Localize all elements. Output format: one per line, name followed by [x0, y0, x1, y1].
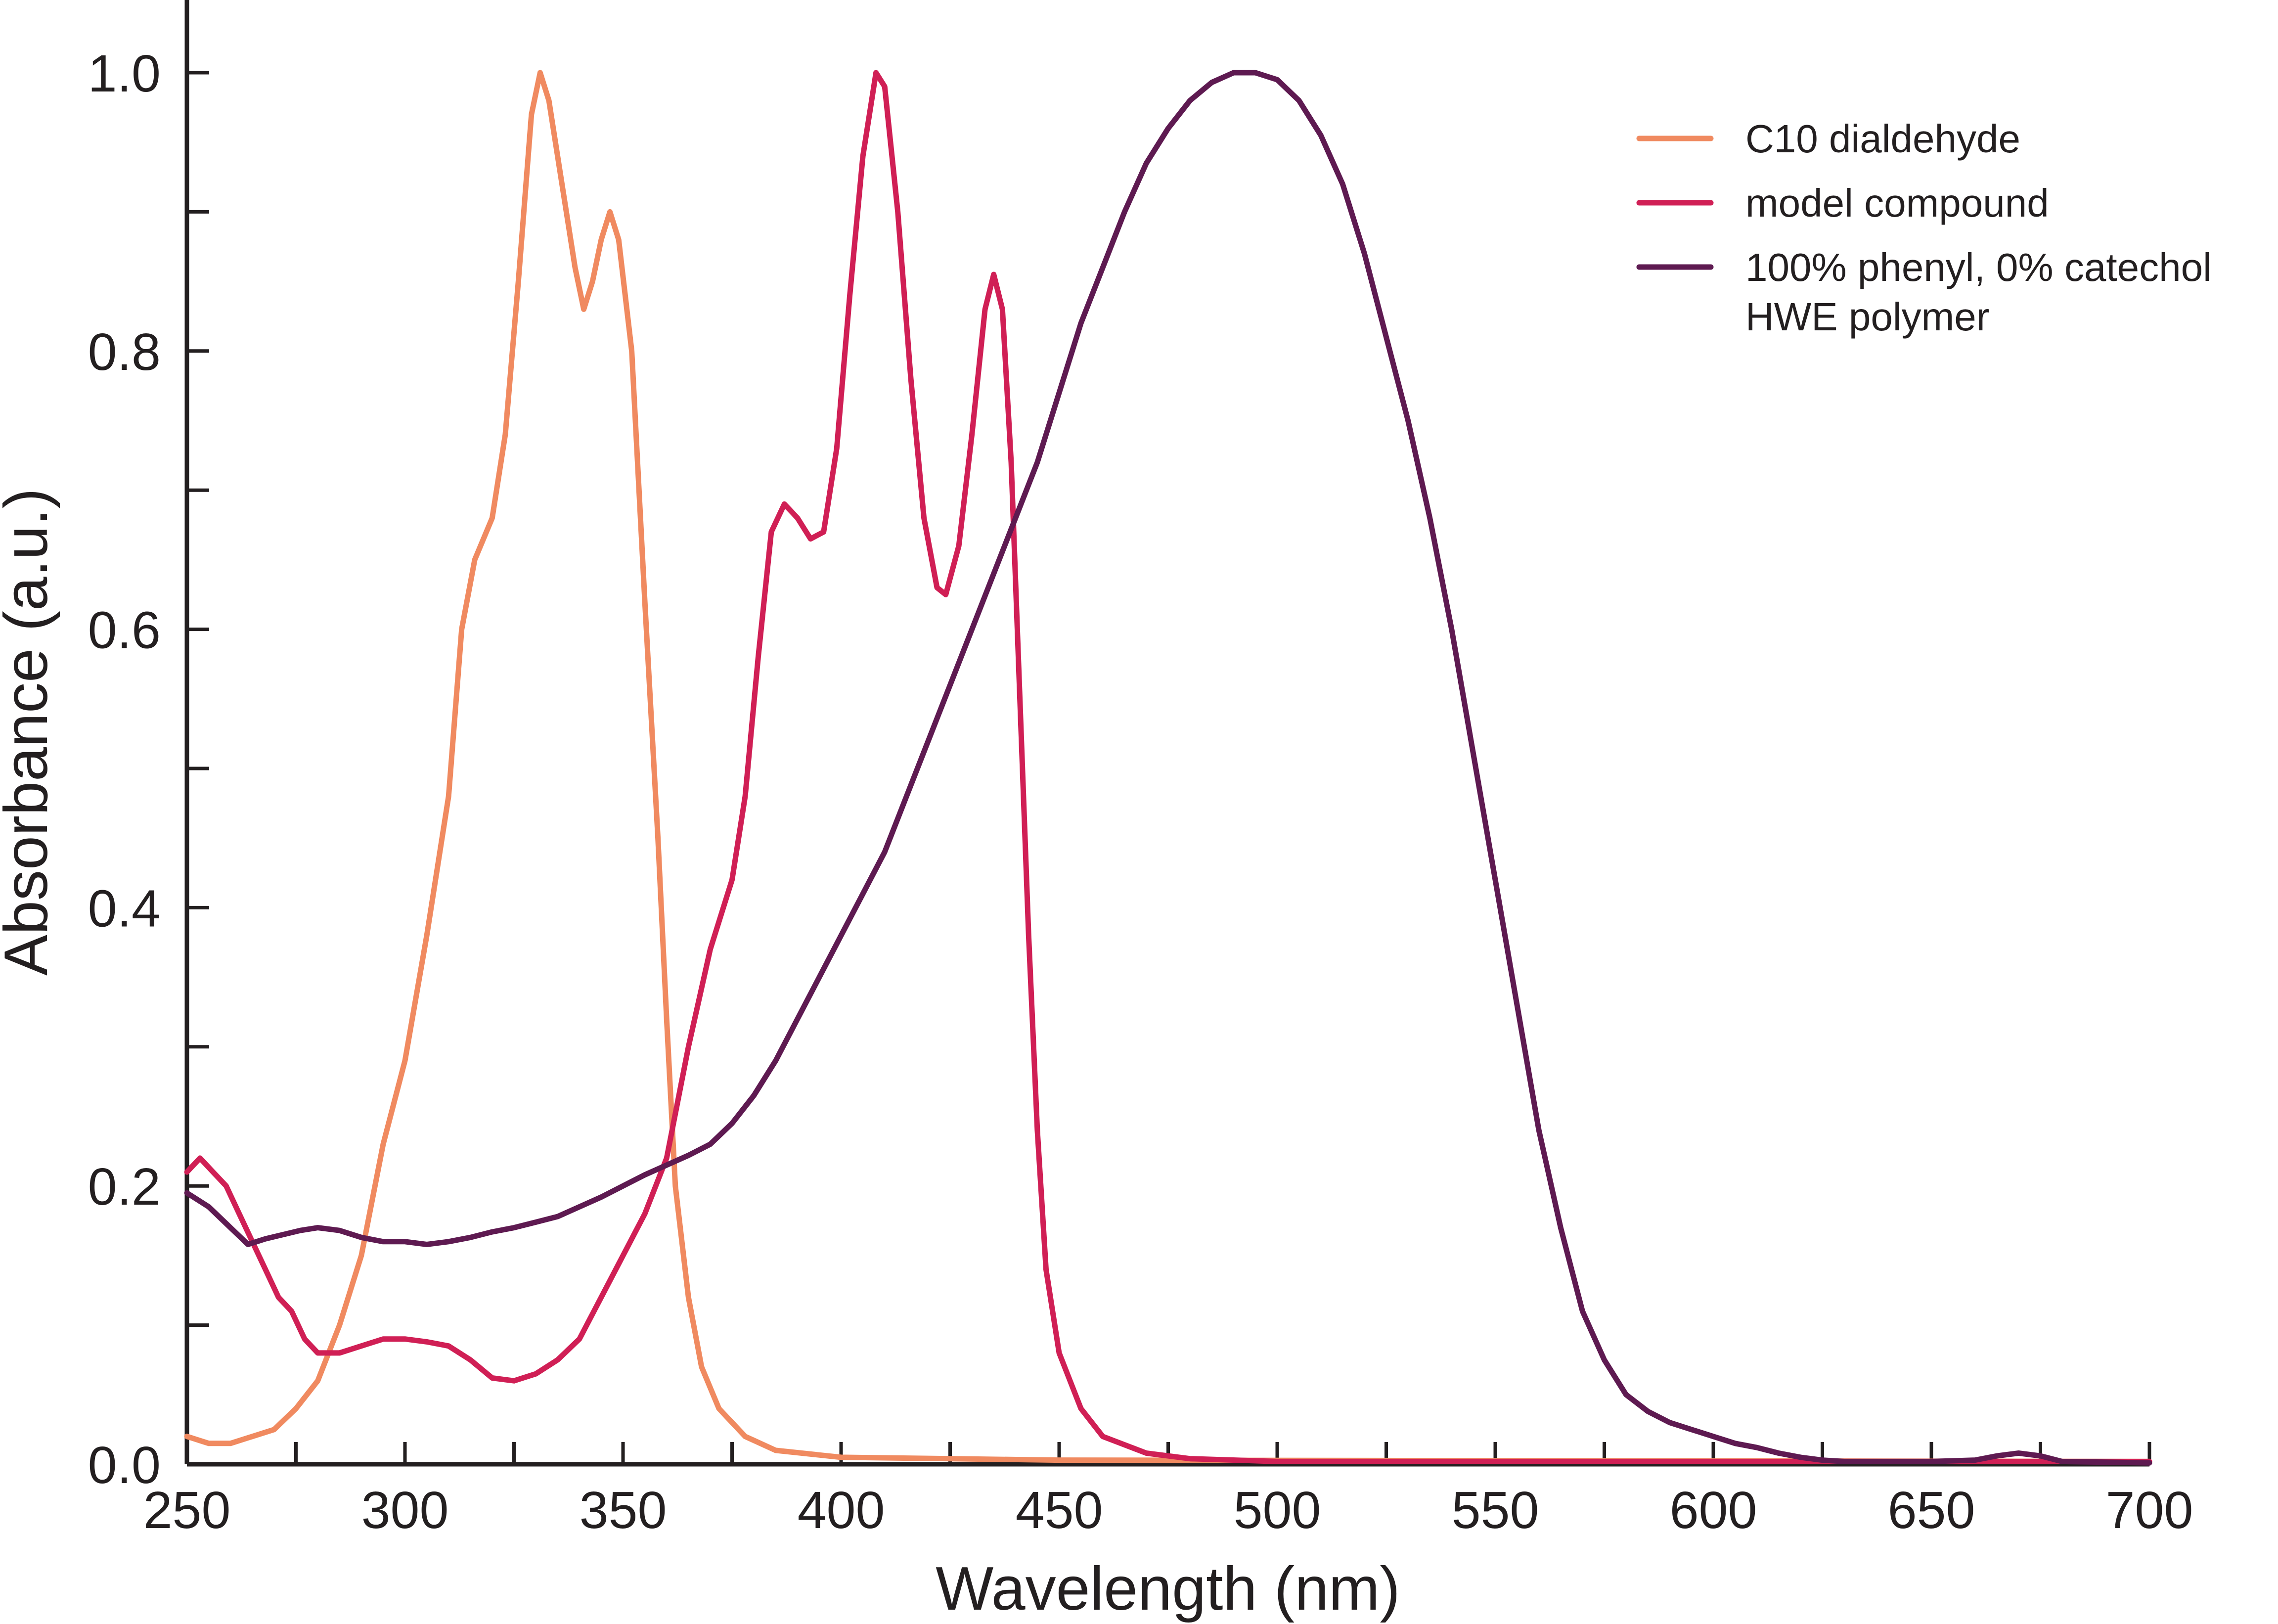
y-tick-label: 1.0 [88, 45, 161, 103]
x-tick-labels: 250 300 350 400 450 500 550 600 650 700 [143, 1481, 2193, 1539]
y-axis-title: Absorbance (a.u.) [0, 488, 60, 976]
x-tick-label: 400 [798, 1481, 885, 1539]
legend-label: 100% phenyl, 0% catechol HWE polymer [1745, 245, 2212, 339]
series-lines [184, 70, 2152, 1466]
legend-label: model compound [1745, 181, 2049, 225]
x-tick-label: 550 [1452, 1481, 1539, 1539]
series-line-2 [184, 70, 2152, 1464]
x-tick-label: 650 [1888, 1481, 1975, 1539]
x-axis-title: Wavelength (nm) [936, 1555, 1400, 1623]
x-tick-label: 300 [361, 1481, 449, 1539]
series-line-1 [184, 70, 2152, 1464]
plot-area: 250 300 350 400 450 500 550 600 650 700 0.0 0.2 0.4… [88, 0, 2193, 1539]
y-tick-label: 0.0 [88, 1436, 161, 1494]
x-tick-label: 700 [2106, 1481, 2193, 1539]
legend-label: C10 dialdehyde [1745, 117, 2020, 161]
y-tick-label: 0.4 [88, 879, 161, 938]
x-tick-label: 250 [143, 1481, 231, 1539]
y-tick-label: 0.2 [88, 1158, 161, 1216]
x-tick-label: 600 [1670, 1481, 1757, 1539]
y-tick-label: 0.6 [88, 601, 161, 660]
legend: C10 dialdehyde model compound 100% phenyl,… [1636, 117, 2212, 339]
x-tick-label: 450 [1016, 1481, 1103, 1539]
series-line-3 [184, 70, 2152, 1466]
y-tick-labels: 0.0 0.2 0.4 0.6 0.8 1.0 [88, 45, 161, 1494]
x-tick-label: 500 [1234, 1481, 1321, 1539]
x-tick-label: 350 [580, 1481, 667, 1539]
y-tick-label: 0.8 [88, 323, 161, 381]
